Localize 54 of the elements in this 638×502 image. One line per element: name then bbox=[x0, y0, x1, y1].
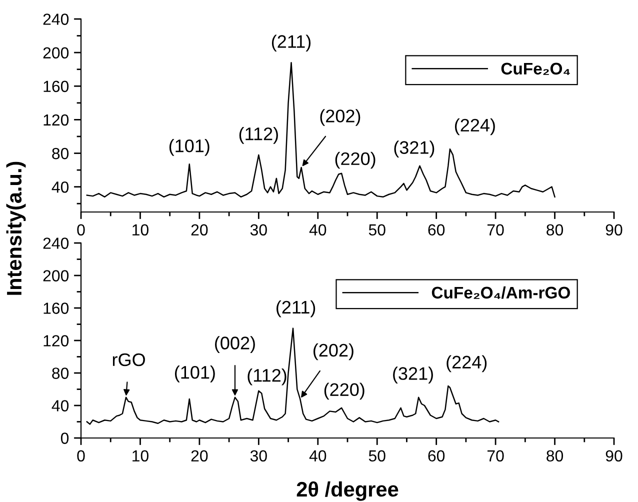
x-axis-title: 2θ /degree bbox=[296, 481, 398, 501]
legend-label: CuFe₂O₄/Am-rGO bbox=[432, 286, 570, 299]
y-tick-label: 80 bbox=[52, 368, 69, 379]
annotation: (211) bbox=[272, 34, 311, 52]
x-tick-label: 70 bbox=[487, 450, 504, 462]
y-tick-label: 160 bbox=[44, 302, 69, 314]
x-tick-label: 50 bbox=[368, 450, 386, 462]
legend-label: CuFe₂O₄ bbox=[501, 62, 570, 75]
x-tick-label: 80 bbox=[546, 450, 564, 462]
annotation: (202) bbox=[314, 343, 354, 360]
line-series bbox=[86, 328, 500, 425]
annotation: (112) bbox=[248, 368, 286, 386]
x-tick-label: 80 bbox=[546, 224, 564, 236]
x-tick-label: 20 bbox=[191, 224, 208, 236]
x-tick-label: 30 bbox=[250, 450, 267, 462]
annotation: (202) bbox=[320, 109, 360, 126]
y-tick-label: 0 bbox=[60, 432, 69, 444]
annotation: (220) bbox=[324, 382, 364, 400]
x-tick-label: 10 bbox=[132, 450, 148, 462]
y-tick-label: 40 bbox=[52, 181, 69, 193]
y-tick-label: 120 bbox=[44, 335, 69, 346]
x-tick-label: 20 bbox=[191, 450, 208, 462]
x-tick-label: 90 bbox=[606, 224, 622, 236]
x-tick-label: 60 bbox=[428, 224, 445, 236]
y-tick-label: 200 bbox=[43, 47, 69, 59]
annotation: (112) bbox=[239, 126, 278, 144]
annotation: (224) bbox=[446, 355, 487, 372]
x-tick-label: 0 bbox=[77, 224, 85, 236]
y-tick-label: 240 bbox=[43, 238, 69, 249]
annotation: (321) bbox=[393, 366, 433, 384]
x-tick-label: 40 bbox=[309, 450, 326, 462]
x-tick-label: 30 bbox=[250, 224, 267, 236]
annotation: (224) bbox=[455, 118, 495, 136]
y-tick-label: 40 bbox=[52, 400, 69, 412]
x-tick-label: 90 bbox=[606, 450, 622, 462]
annotation: (321) bbox=[394, 140, 434, 158]
x-tick-label: 0 bbox=[77, 450, 85, 462]
annotation: (211) bbox=[276, 300, 316, 318]
x-tick-label: 40 bbox=[309, 224, 326, 236]
x-tick-label: 50 bbox=[368, 224, 386, 236]
annotation: (101) bbox=[174, 366, 215, 382]
y-tick-label: 200 bbox=[43, 270, 69, 282]
x-tick-label: 60 bbox=[428, 450, 445, 462]
x-tick-label: 10 bbox=[132, 224, 148, 236]
y-tick-label: 160 bbox=[44, 80, 69, 92]
y-tick-label: 240 bbox=[43, 14, 69, 25]
y-axis-title: Intensity(a.u.) bbox=[6, 162, 26, 295]
y-tick-label: 80 bbox=[52, 148, 69, 160]
annotation: (220) bbox=[335, 152, 376, 169]
annotation: (101) bbox=[169, 139, 210, 156]
x-tick-label: 70 bbox=[487, 224, 504, 236]
y-tick-label: 120 bbox=[44, 114, 69, 126]
annotation: rGO bbox=[112, 353, 145, 366]
annotation: (002) bbox=[215, 336, 255, 354]
